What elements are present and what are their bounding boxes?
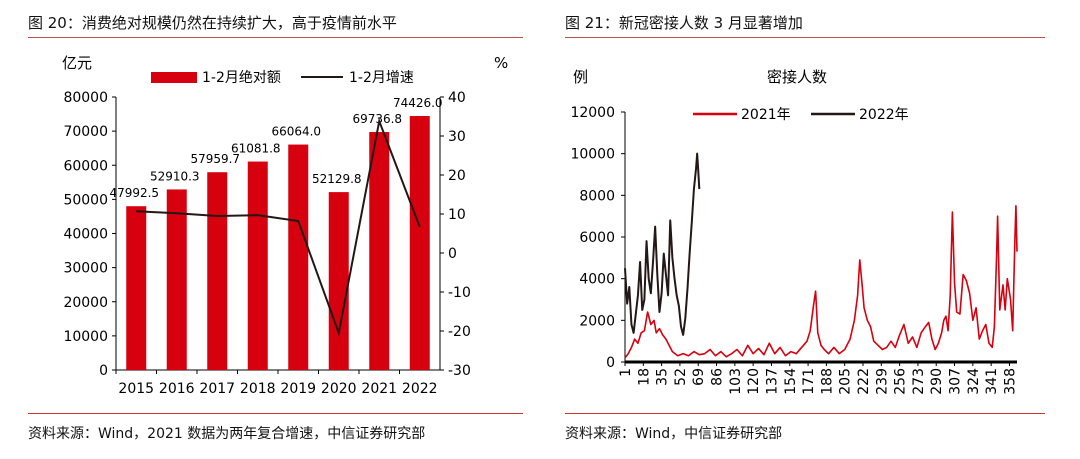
x-tick-label: 188 <box>819 368 835 395</box>
right-y-unit: % <box>494 54 508 72</box>
legend-bar-label: 1-2月绝对额 <box>202 70 281 86</box>
right-chart-plot: 例 密接人数 0 2000 4000 6000 8000 10000 12000 2021年 202… <box>570 68 1018 395</box>
left-y-tick-label: 60000 <box>63 158 108 174</box>
x-tick-label: 120 <box>746 368 762 395</box>
left-y-tick-label: 70000 <box>63 124 108 140</box>
x-tick-label: 171 <box>801 368 817 395</box>
bar <box>288 144 309 370</box>
x-tick-label: 341 <box>984 368 1000 395</box>
bar <box>328 192 349 370</box>
x-tick-label: 154 <box>783 368 799 395</box>
left-y-tick-label: 40000 <box>63 227 108 243</box>
bar-data-label: 74426.0 <box>393 96 443 110</box>
legend-2022-label: 2022年 <box>859 107 909 123</box>
x-tick-label: 2018 <box>240 381 276 397</box>
x-tick-label: 256 <box>893 368 909 395</box>
left-y-tick-label: 0 <box>99 363 108 379</box>
bar <box>369 132 390 370</box>
x-tick-label: 222 <box>856 368 872 395</box>
bar-data-label: 61081.8 <box>231 142 281 156</box>
y-tick-label: 2000 <box>579 313 615 329</box>
x-tick-label: 273 <box>911 368 927 395</box>
left-chart-title: 图 20：消费绝对规模仍然在持续扩大，高于疫情前水平 <box>28 14 397 32</box>
left-y-tick-label: 80000 <box>63 90 108 106</box>
left-chart: 亿元 % 1-2月绝对额 1-2月增速 0 10000 20000 30000 40000 500… <box>62 54 508 397</box>
right-y-tick-label: 20 <box>448 168 466 184</box>
x-tick-label: 2022 <box>402 381 438 397</box>
left-source: 资料来源：Wind，2021 数据为两年复合增速，中信证券研究部 <box>28 426 426 442</box>
x-tick-label: 103 <box>728 368 744 395</box>
right-y-tick-label: 30 <box>448 129 466 145</box>
legend-bar-swatch <box>151 72 197 83</box>
left-bottom-rule <box>28 413 523 414</box>
left-y-tick-label: 20000 <box>63 295 108 311</box>
right-y-tick-label: 0 <box>448 246 457 262</box>
bar <box>207 172 228 370</box>
x-tick-label: 137 <box>764 368 780 395</box>
x-tick-label: 2021 <box>361 381 397 397</box>
series-2022-line <box>624 152 701 336</box>
bar <box>166 189 187 370</box>
right-y-tick-label: 10 <box>448 207 466 223</box>
y-tick-label: 6000 <box>579 230 615 246</box>
right-chart-title: 图 21：新冠密接人数 3 月显著增加 <box>565 14 803 32</box>
right-top-rule <box>565 37 1045 38</box>
x-tick-label: 35 <box>655 368 671 386</box>
right-y-tick-label: -10 <box>448 285 471 301</box>
x-tick-label: 18 <box>636 368 652 386</box>
bar <box>409 116 430 371</box>
left-panel: 图 20：消费绝对规模仍然在持续扩大，高于疫情前水平 亿元% 1-2月绝对额 1-2… <box>28 0 523 459</box>
bar-data-label: 52129.8 <box>312 172 362 186</box>
left-y-unit: 亿元 <box>62 54 92 72</box>
left-chart-plot: 亿元 % 1-2月绝对额 1-2月增速 0 10000 20000 30000 40000 500… <box>62 54 508 397</box>
x-tick-label: 69 <box>691 368 707 386</box>
x-tick-label: 2016 <box>159 381 195 397</box>
x-tick-label: 2019 <box>280 381 316 397</box>
x-tick-label: 52 <box>673 368 689 386</box>
bar-data-label: 57959.7 <box>190 152 240 166</box>
left-y-tick-label: 30000 <box>63 261 108 277</box>
bar-data-label: 52910.3 <box>150 169 200 183</box>
x-tick-label: 2015 <box>118 381 154 397</box>
legend-2021-label: 2021年 <box>741 107 791 123</box>
y-tick-label: 0 <box>606 355 615 371</box>
left-top-rule <box>28 37 523 38</box>
x-tick-label: 358 <box>1002 368 1018 395</box>
x-tick-label: 324 <box>966 368 982 395</box>
x-tick-label: 307 <box>948 368 964 395</box>
right-source: 资料来源：Wind，中信证券研究部 <box>565 426 783 442</box>
bar <box>247 161 268 370</box>
right-bottom-rule <box>565 413 1045 414</box>
left-y-tick-label: 10000 <box>63 329 108 345</box>
legend-line-label: 1-2月增速 <box>349 70 414 86</box>
right-panel: 图 21：新冠密接人数 3 月显著增加 例 密接人数 0 2000 4000 6000 80… <box>565 0 1045 459</box>
bar-data-label: 66064.0 <box>271 125 321 139</box>
y-tick-label: 10000 <box>570 147 615 163</box>
series-2021-line <box>624 204 1018 359</box>
x-tick-label: 290 <box>929 368 945 395</box>
y-unit: 例 <box>573 68 588 86</box>
x-tick-label: 2017 <box>199 381 235 397</box>
y-tick-label: 12000 <box>570 105 615 121</box>
chart-title: 密接人数 <box>767 68 827 86</box>
growth-line <box>136 117 421 337</box>
bar-data-label: 69736.8 <box>352 112 402 126</box>
right-y-tick-label: -20 <box>448 324 471 340</box>
y-tick-label: 4000 <box>579 272 615 288</box>
x-tick-label: 1 <box>618 368 634 377</box>
right-y-tick-label: -30 <box>448 363 471 379</box>
bar-data-label: 47992.5 <box>109 186 159 200</box>
left-y-tick-label: 50000 <box>63 192 108 208</box>
x-tick-label: 86 <box>710 368 726 386</box>
y-tick-label: 8000 <box>579 188 615 204</box>
right-chart: 例 密接人数 0 2000 4000 6000 8000 10000 12000 2021年 202… <box>570 68 1018 395</box>
x-tick-label: 205 <box>838 368 854 395</box>
x-tick-label: 239 <box>874 368 890 395</box>
x-tick-label: 2020 <box>321 381 357 397</box>
bar <box>126 206 147 370</box>
right-y-tick-label: 40 <box>448 90 466 106</box>
